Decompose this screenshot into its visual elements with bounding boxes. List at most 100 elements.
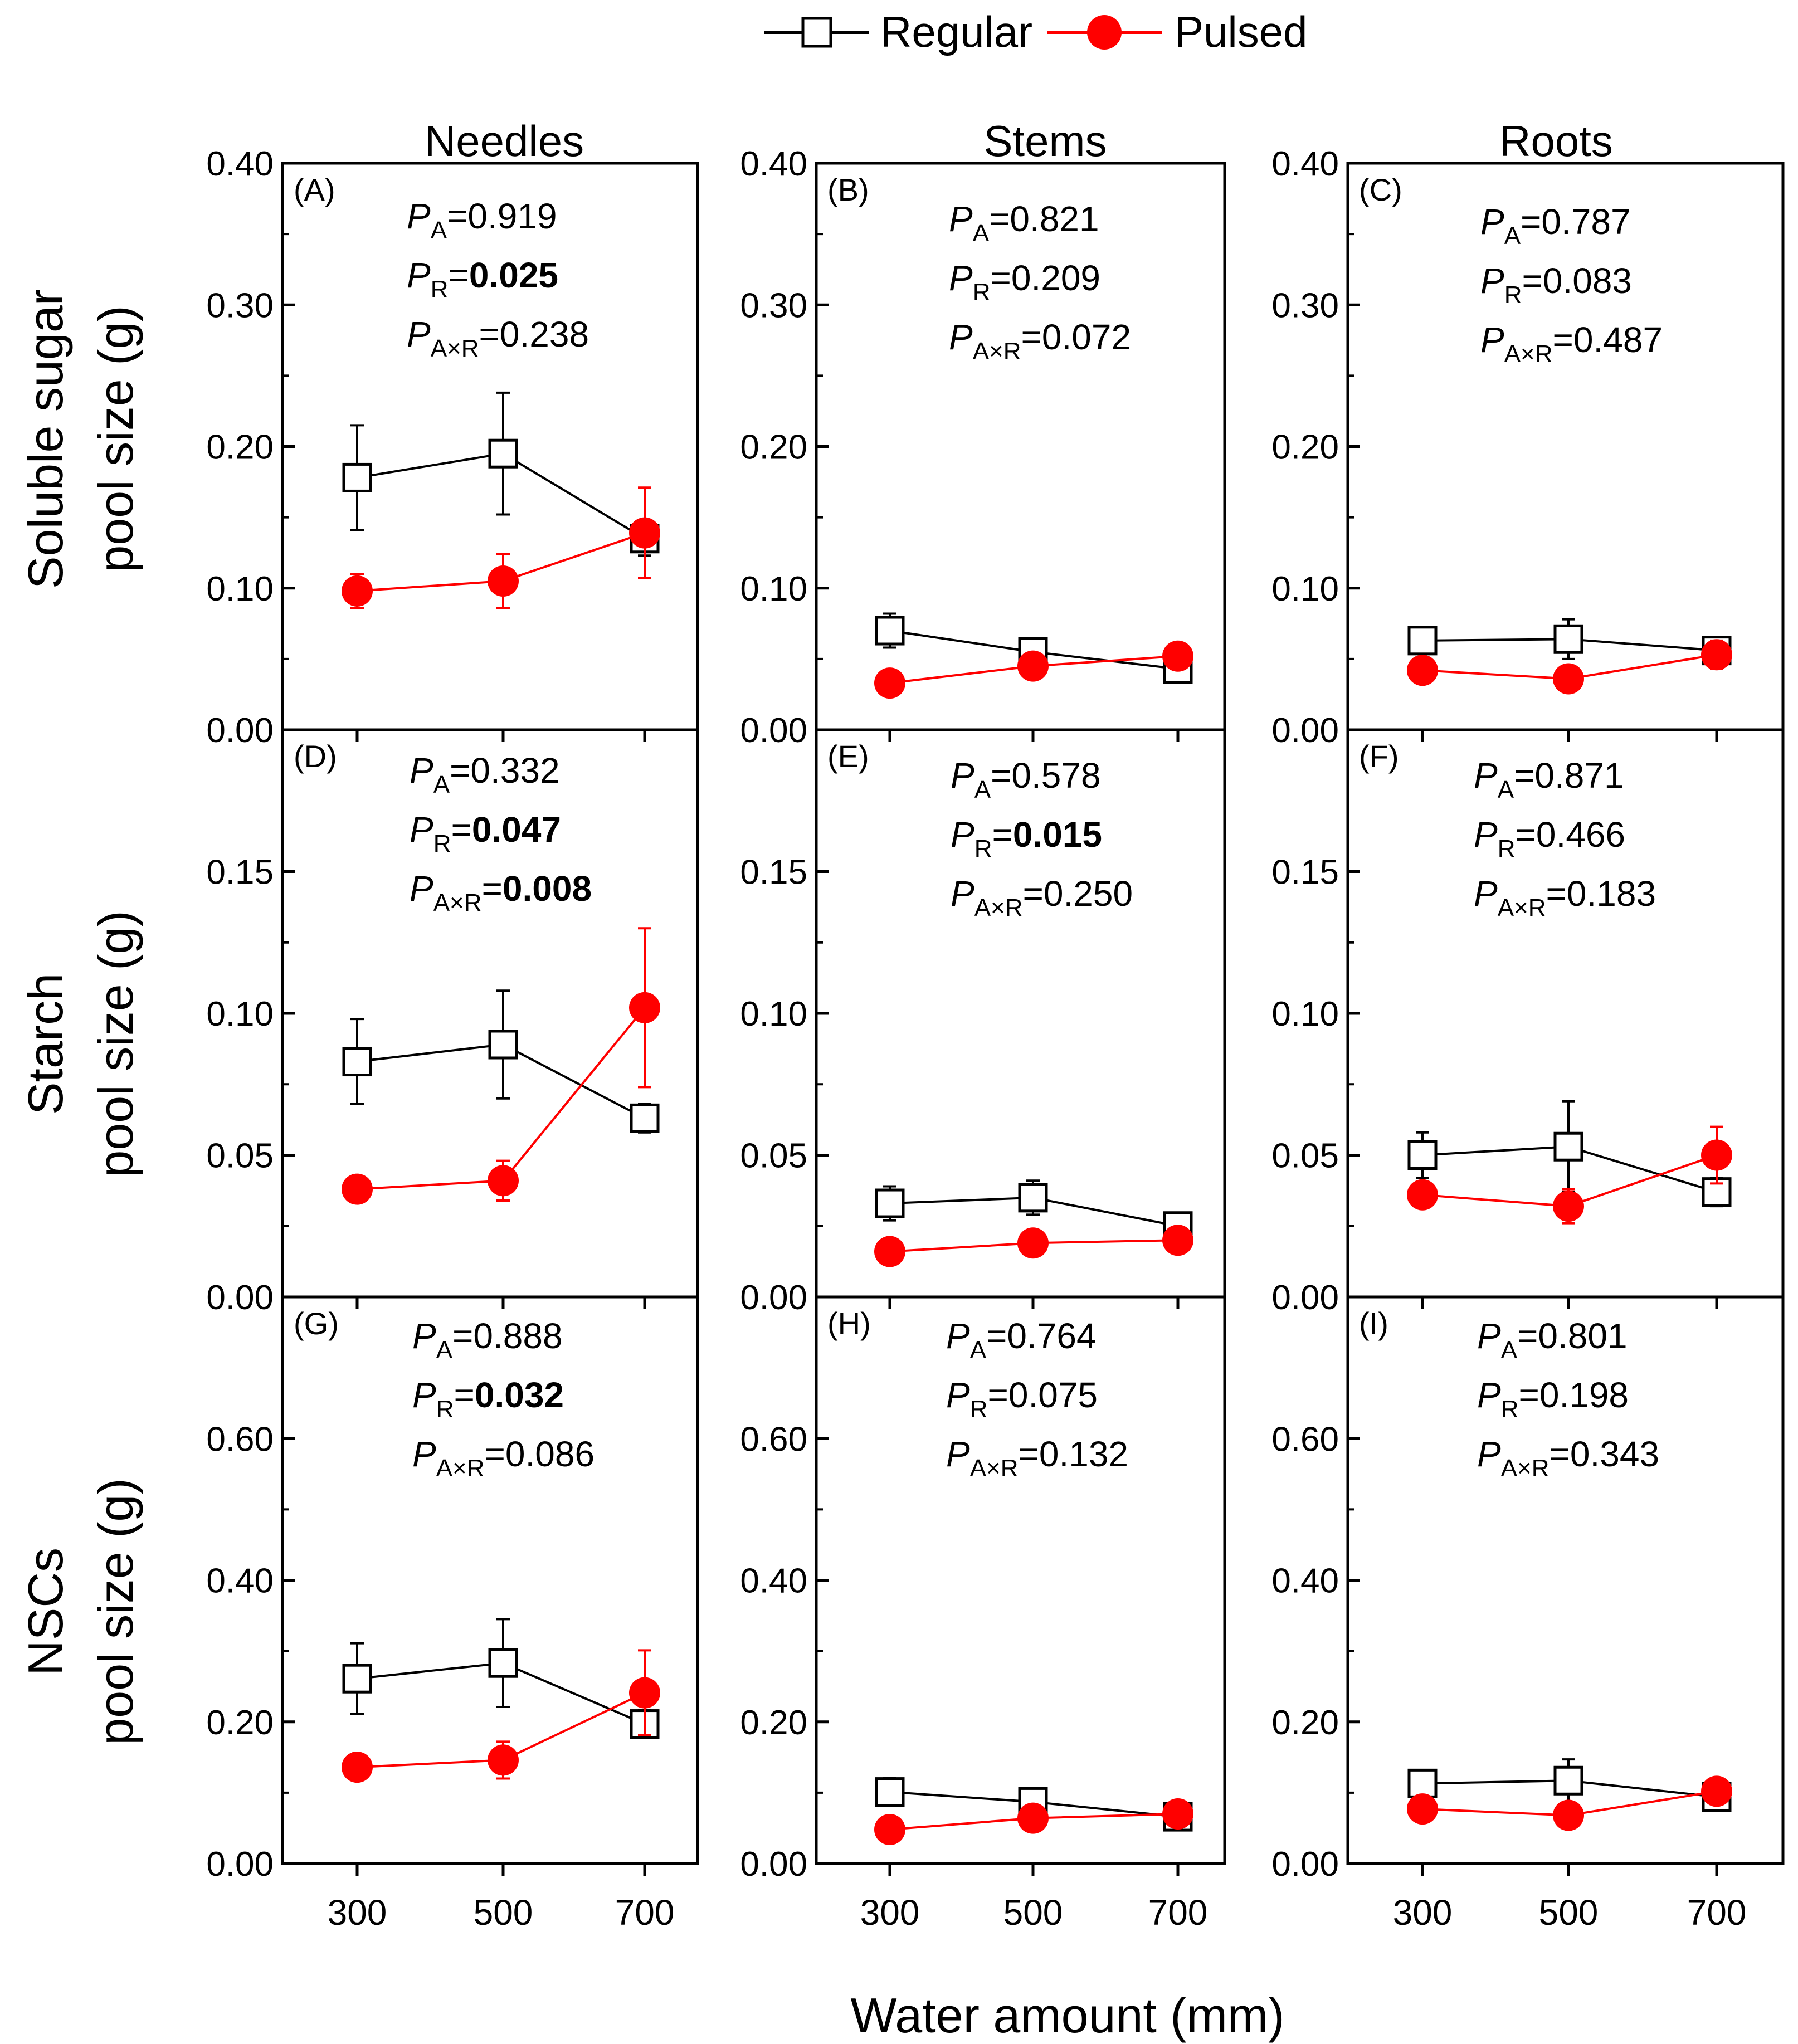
y-tick-label: 0.40 — [206, 145, 274, 183]
row-label-starch-line2: pool size (g) — [88, 910, 143, 1177]
regular-point — [875, 616, 905, 646]
row-label-soluble-sugar-line2: pool size (g) — [88, 305, 143, 572]
y-tick-label: 0.15 — [740, 853, 807, 892]
pulsed-point — [1162, 640, 1193, 672]
panel-c: 0.00 0.10 0.20 0.30 0.40 (C) PA=0.787 PR=0.083 P… — [1271, 145, 1785, 750]
stat-paxr: PA×R=0.183 — [1474, 874, 1656, 921]
row-label-soluble-sugar-line1: Soluble sugar — [18, 289, 73, 589]
y-tick-label: 0.00 — [1271, 1845, 1339, 1884]
pulsed-point — [629, 517, 660, 549]
pulsed-point — [874, 667, 905, 699]
y-tick-label: 0.60 — [206, 1420, 274, 1458]
y-tick-label: 0.20 — [1271, 1704, 1339, 1742]
panel-letter: (A) — [294, 172, 335, 207]
panel-letter: (C) — [1359, 172, 1402, 207]
stat-pr: PR=0.083 — [1480, 261, 1632, 309]
pulsed-point — [1701, 1139, 1732, 1171]
panel-h: 0.00 0.20 0.40 0.60 300 500 700 (H) PA=0.764 PR=0… — [740, 1295, 1226, 1933]
y-tick-label: 0.05 — [1271, 1137, 1339, 1175]
pulsed-point — [1017, 650, 1049, 682]
stat-pr: PR=0.025 — [407, 255, 558, 303]
x-tick-label: 500 — [1003, 1892, 1063, 1933]
y-tick-label: 0.15 — [1271, 853, 1339, 892]
stat-pa: PA=0.764 — [946, 1316, 1097, 1364]
pulsed-point — [1162, 1225, 1193, 1256]
pulsed-point — [488, 1744, 519, 1776]
pulsed-point — [488, 1165, 519, 1197]
stat-pa: PA=0.787 — [1480, 202, 1631, 250]
regular-point — [342, 1047, 372, 1077]
regular-point — [488, 1648, 518, 1678]
stat-pr: PR=0.209 — [949, 258, 1100, 306]
regular-point — [488, 1030, 518, 1060]
y-tick-label: 0.20 — [1271, 428, 1339, 467]
stat-pr: PR=0.032 — [412, 1375, 564, 1423]
stat-pa: PA=0.919 — [407, 196, 557, 244]
panel-letter: (H) — [827, 1306, 871, 1341]
stat-paxr: PA×R=0.072 — [949, 317, 1131, 365]
pulsed-point — [874, 1813, 905, 1845]
pulsed-point — [1407, 655, 1438, 686]
panel-g: 0.00 0.20 0.40 0.60 300 500 700 (G) PA=0.888 PR=0… — [206, 1295, 699, 1933]
y-tick-label: 0.05 — [206, 1137, 274, 1175]
pulsed-point — [342, 1173, 373, 1205]
y-tick-label: 0.15 — [206, 853, 274, 892]
pulsed-point — [342, 575, 373, 607]
y-tick-label: 0.05 — [740, 1137, 807, 1175]
regular-point — [488, 438, 518, 469]
y-tick-label: 0.10 — [206, 570, 274, 608]
pulsed-point — [1407, 1793, 1438, 1825]
regular-point — [342, 1664, 372, 1694]
y-tick-label: 0.00 — [740, 1279, 807, 1317]
regular-point — [342, 462, 372, 492]
panel-i: 0.00 0.20 0.40 0.60 300 500 700 (I) PA=0.801 PR=0… — [1271, 1295, 1785, 1933]
y-tick-label: 0.20 — [206, 428, 274, 467]
regular-point — [1553, 624, 1583, 654]
stat-pa: PA=0.332 — [410, 750, 560, 798]
stat-paxr: PA×R=0.343 — [1477, 1434, 1659, 1482]
pulsed-point — [1162, 1798, 1193, 1830]
regular-point — [1553, 1131, 1583, 1162]
panel-a: 0.00 0.10 0.20 0.30 0.40 (A) PA=0.919 PR=0.025 P… — [206, 145, 699, 750]
x-tick-label: 700 — [615, 1892, 675, 1933]
pulsed-point — [1553, 1191, 1584, 1222]
y-tick-label: 0.60 — [740, 1420, 807, 1458]
panel-d: 0.00 0.05 0.10 0.15 (D) PA=0.332 PR=0.047 PA×R=… — [206, 728, 699, 1317]
y-tick-label: 0.00 — [206, 1279, 274, 1317]
row-label-nscs-line2: pool size (g) — [88, 1478, 143, 1745]
legend-regular-marker — [801, 17, 832, 48]
y-tick-label: 0.10 — [740, 995, 807, 1033]
regular-point — [1407, 1768, 1438, 1798]
y-tick-label: 0.00 — [740, 1845, 807, 1884]
stat-paxr: PA×R=0.238 — [407, 314, 589, 362]
y-tick-label: 0.30 — [740, 286, 807, 325]
x-tick-label: 700 — [1687, 1892, 1747, 1933]
y-tick-label: 0.10 — [1271, 570, 1339, 608]
y-tick-label: 0.20 — [740, 428, 807, 467]
x-tick-label: 300 — [328, 1892, 387, 1933]
y-tick-label: 0.00 — [1271, 1279, 1339, 1317]
y-tick-label: 0.40 — [1271, 1562, 1339, 1601]
y-tick-label: 0.00 — [1271, 711, 1339, 750]
row-label-starch-line1: Starch — [18, 973, 73, 1115]
y-tick-label: 0.10 — [206, 995, 274, 1033]
x-tick-label: 300 — [860, 1892, 920, 1933]
regular-point — [630, 1103, 660, 1133]
panel-letter: (B) — [827, 172, 869, 207]
y-tick-label: 0.40 — [740, 145, 807, 183]
panel-f: 0.00 0.05 0.10 0.15 (F) PA=0.871 PR=0.466 PA×R=… — [1271, 728, 1785, 1317]
stat-paxr: PA×R=0.086 — [412, 1434, 595, 1482]
panel-e: 0.00 0.05 0.10 0.15 (E) PA=0.578 PR=0.015 PA×R=… — [740, 728, 1226, 1317]
regular-point — [875, 1188, 905, 1218]
x-axis-label: Water amount (mm) — [850, 1988, 1284, 2043]
regular-point — [1407, 626, 1438, 656]
stat-paxr: PA×R=0.132 — [946, 1434, 1128, 1482]
y-tick-label: 0.00 — [206, 1845, 274, 1884]
row-label-nscs-line1: NSCs — [18, 1548, 73, 1676]
pulsed-point — [1701, 1775, 1732, 1807]
x-tick-label: 300 — [1393, 1892, 1453, 1933]
panel-letter: (G) — [294, 1306, 339, 1341]
stat-pr: PR=0.075 — [946, 1375, 1098, 1423]
pulsed-point — [1701, 639, 1732, 671]
